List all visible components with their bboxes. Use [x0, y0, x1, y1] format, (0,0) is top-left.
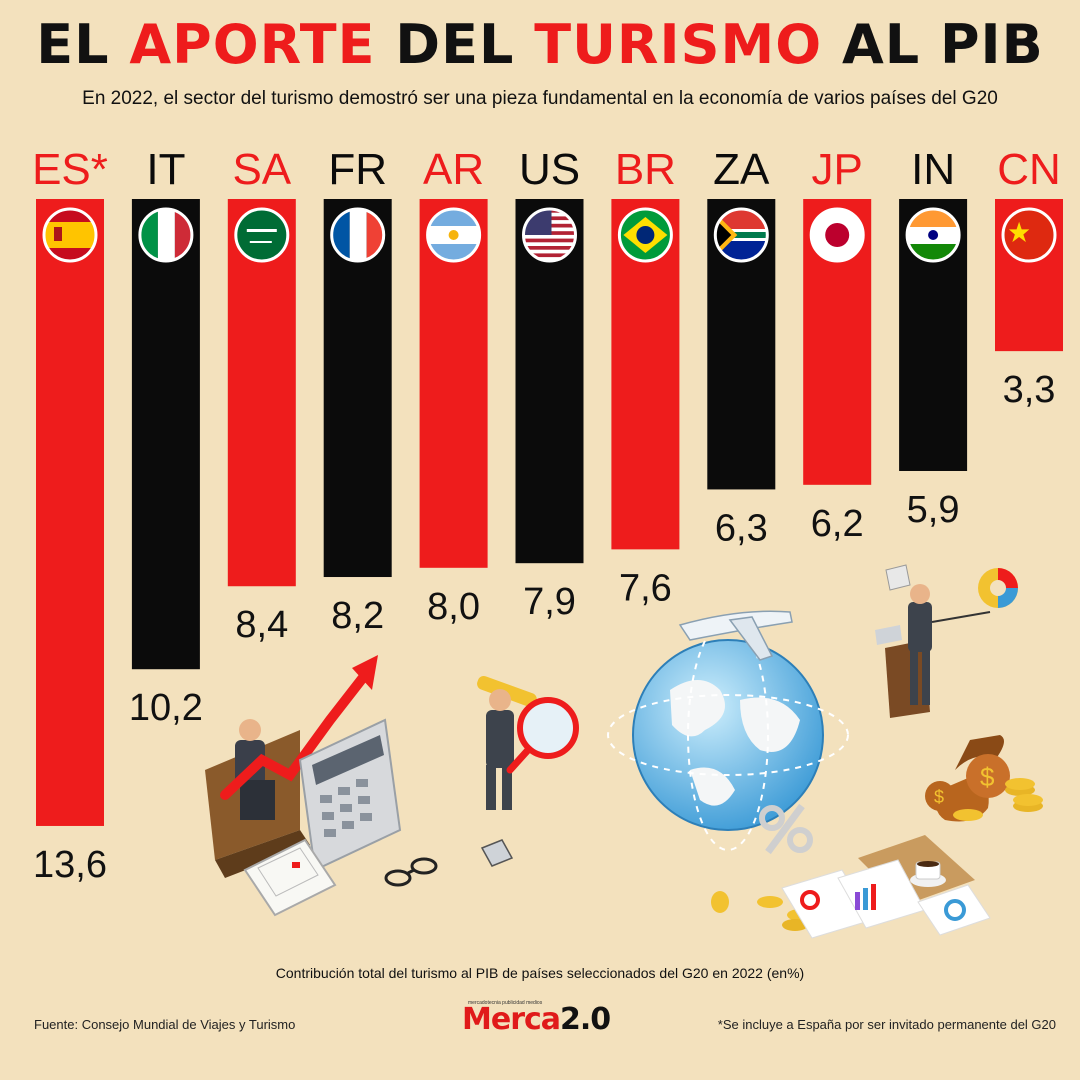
title-word: EL — [36, 13, 110, 76]
calculator-icon — [298, 718, 402, 872]
country-code-label: BR — [615, 145, 676, 194]
country-code-label: CN — [997, 145, 1061, 194]
spain-flag-icon — [42, 207, 98, 263]
pie-chart-icon — [978, 568, 1018, 608]
logo-text-version: 2.0 — [560, 1002, 611, 1037]
money-bags-icon: $ $ — [925, 735, 1010, 822]
page-title: EL APORTE DEL TURISMO AL PIB — [0, 10, 1080, 80]
logo-tagline: mercadotecnia publicidad medios — [468, 1000, 543, 1006]
france-flag-icon — [330, 207, 386, 263]
country-code-label: IN — [911, 145, 955, 194]
value-label: 8,4 — [235, 604, 288, 646]
value-label: 7,9 — [523, 581, 576, 623]
illustrations: $ $ — [205, 564, 1043, 939]
globe-icon — [607, 619, 849, 851]
value-label: 8,2 — [331, 595, 384, 637]
svg-text:$: $ — [980, 762, 995, 792]
india-flag-icon — [905, 207, 961, 263]
china-flag-icon — [1001, 207, 1057, 263]
bar-ES — [36, 199, 104, 826]
value-label: 13,6 — [33, 844, 107, 886]
growth-arrow-icon — [220, 655, 378, 800]
presenter-podium-icon — [875, 564, 991, 718]
country-code-label: FR — [328, 145, 387, 194]
value-label: 8,0 — [427, 586, 480, 628]
merca20-logo: Merca2.0 — [462, 1002, 611, 1037]
country-code-label: JP — [812, 145, 863, 194]
bar-IT — [131, 199, 200, 670]
country-code-label: AR — [423, 145, 484, 194]
country-code-label: SA — [232, 145, 291, 194]
value-label: 7,6 — [619, 567, 672, 609]
japan-flag-icon — [809, 207, 865, 263]
country-code-label: ES* — [32, 145, 108, 194]
chart-caption: Contribución total del turismo al PIB de… — [275, 965, 805, 981]
source-note: Fuente: Consejo Mundial de Viajes y Turi… — [34, 1017, 296, 1032]
title-word-highlight: TURISMO — [534, 13, 823, 76]
bars-layer: ES* 13,6 IT 10,2 SA 8,4 FR 8,2 AR 8,0 US 7,9 BR 7,6 ZA… — [32, 145, 1063, 886]
country-code-label: US — [519, 145, 580, 194]
calendar-icon — [243, 838, 337, 917]
logo-text-main: Merca — [462, 1002, 561, 1037]
value-label: 5,9 — [907, 489, 960, 531]
svg-text:$: $ — [934, 787, 944, 807]
value-label: 10,2 — [129, 687, 203, 729]
coffee-cup-icon — [910, 861, 946, 887]
magnifier-icon — [506, 697, 579, 774]
bar-SA — [227, 199, 296, 587]
value-label: 6,2 — [811, 503, 864, 545]
percent-icon — [759, 803, 813, 855]
phone-icon — [480, 839, 514, 867]
value-label: 3,3 — [1003, 369, 1056, 411]
usa-flag-icon — [522, 207, 577, 263]
south-africa-flag-icon — [713, 207, 769, 263]
airplane-icon — [678, 610, 793, 661]
country-code-label: IT — [146, 145, 185, 194]
argentina-flag-icon — [426, 207, 482, 263]
subtitle: En 2022, el sector del turismo demostró … — [82, 88, 998, 109]
saudi-arabia-flag-icon — [234, 207, 290, 263]
country-code-label: ZA — [713, 145, 770, 194]
italy-flag-icon — [138, 207, 194, 263]
title-word: DEL — [395, 13, 515, 76]
brazil-flag-icon — [617, 207, 673, 263]
title-word-highlight: APORTE — [129, 13, 376, 76]
footnote: *Se incluye a España por ser invitado pe… — [717, 1017, 1056, 1032]
documents-icon — [781, 835, 991, 939]
value-label: 6,3 — [715, 507, 768, 549]
telescope-man-icon — [477, 675, 537, 810]
glasses-icon — [384, 857, 438, 887]
title-word: AL PIB — [841, 13, 1044, 76]
